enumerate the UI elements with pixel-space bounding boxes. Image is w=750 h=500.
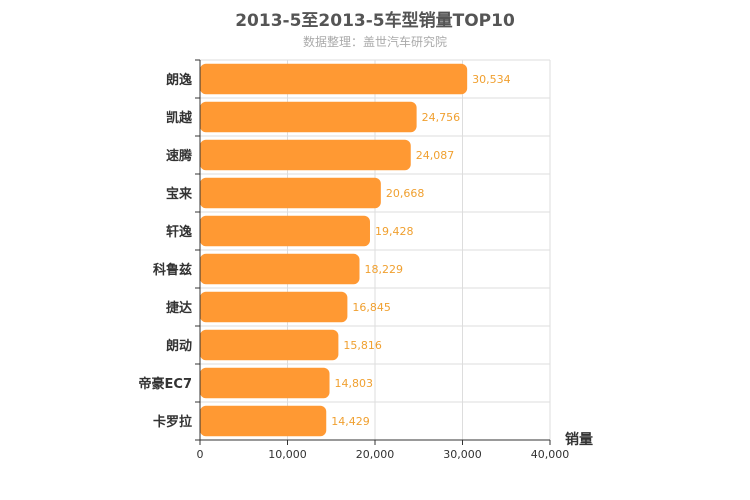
data-label: 19,428 [375, 225, 414, 238]
chart-subtitle: 数据整理：盖世汽车研究院 [302, 35, 447, 49]
data-label: 30,534 [472, 73, 511, 86]
x-tick-label: 40,000 [531, 448, 570, 461]
category-label: 科鲁兹 [153, 262, 192, 278]
category-label: 捷达 [166, 300, 192, 316]
category-label: 速腾 [166, 148, 193, 164]
x-axis-title: 销量 [565, 431, 593, 448]
data-label: 14,429 [331, 415, 370, 428]
data-label: 24,087 [416, 149, 455, 162]
bar [200, 291, 348, 323]
category-label: 帝豪EC7 [139, 376, 192, 392]
bar [200, 367, 330, 399]
data-label: 16,845 [352, 301, 391, 314]
data-label: 20,668 [386, 187, 425, 200]
data-label: 18,229 [365, 263, 404, 276]
bar [200, 101, 417, 133]
x-tick-label: 10,000 [268, 448, 307, 461]
bar [200, 215, 370, 247]
x-tick-label: 20,000 [356, 448, 395, 461]
bar [200, 253, 360, 285]
bar [200, 139, 411, 171]
chart-title: 2013-5至2013-5车型销量TOP10 [235, 11, 515, 31]
bar [200, 405, 327, 437]
data-label: 14,803 [335, 377, 374, 390]
bar [200, 63, 468, 95]
category-label: 卡罗拉 [153, 414, 192, 430]
category-label: 轩逸 [166, 224, 192, 240]
category-label: 朗逸 [166, 72, 192, 88]
data-label: 24,756 [422, 111, 461, 124]
category-label: 凯越 [166, 110, 193, 126]
category-label: 朗动 [166, 338, 192, 354]
bar [200, 329, 339, 361]
bars: 30,534 24,756 24,087 20,668 19,428 18,229 16,8… [200, 63, 511, 437]
category-label: 宝来 [166, 186, 193, 202]
x-tick-label: 30,000 [443, 448, 482, 461]
bar [200, 177, 381, 209]
data-label: 15,816 [343, 339, 382, 352]
x-tick-label: 0 [197, 448, 204, 461]
